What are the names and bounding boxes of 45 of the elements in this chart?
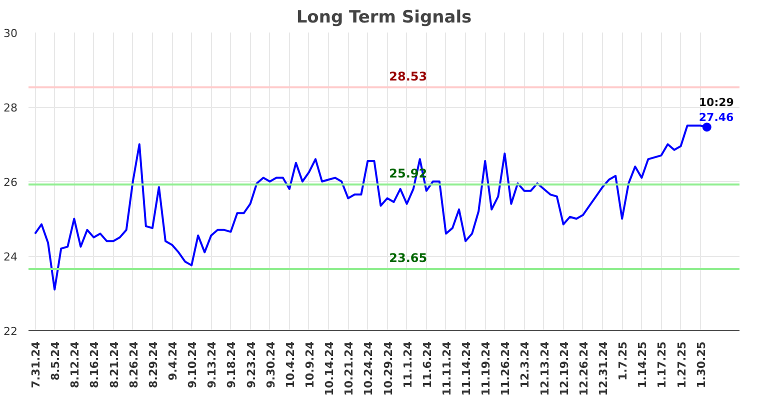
- x-tick-label: 12.31.24: [597, 341, 610, 396]
- x-tick-label: 10.9.24: [303, 341, 316, 388]
- x-tick-label: 8.29.24: [146, 341, 160, 388]
- x-tick-label: 8.12.24: [68, 341, 82, 388]
- x-tick-label: 1.14.25: [636, 341, 650, 388]
- y-tick-label: 22: [4, 325, 18, 338]
- x-tick-label: 8.5.24: [49, 341, 62, 380]
- x-tick-label: 12.19.24: [558, 341, 571, 396]
- x-tick-label: 10.29.24: [382, 341, 395, 396]
- x-tick-label: 8.21.24: [108, 341, 121, 388]
- x-tick-label: 1.27.25: [675, 341, 688, 388]
- x-tick-label: 12.3.24: [518, 341, 532, 388]
- x-tick-label: 8.26.24: [127, 341, 140, 388]
- x-tick-label: 9.23.24: [244, 341, 258, 388]
- x-tick-label: 11.26.24: [499, 341, 512, 396]
- x-tick-label: 11.14.24: [460, 341, 474, 396]
- x-tick-label: 10.14.24: [323, 341, 336, 396]
- data-label: 27.46: [698, 111, 734, 124]
- x-tick-label: 9.4.24: [166, 341, 180, 380]
- y-tick-label: 26: [4, 176, 18, 189]
- ref-line-label: 23.65: [389, 251, 428, 266]
- x-tick-label: 11.19.24: [480, 341, 493, 396]
- x-tick-label: 12.13.24: [538, 341, 552, 396]
- x-tick-label: 7.31.24: [30, 341, 43, 388]
- x-tick-label: 10.24.24: [362, 341, 376, 396]
- x-tick-label: 12.26.24: [577, 341, 590, 396]
- x-tick-label: 9.13.24: [206, 341, 219, 388]
- x-tick-label: 10.21.24: [342, 341, 356, 396]
- x-tick-label: 9.30.24: [264, 341, 278, 388]
- y-tick-label: 28: [4, 102, 18, 114]
- chart-title: Long Term Signals: [296, 8, 472, 28]
- y-tick-label: 30: [4, 27, 18, 40]
- x-tick-label: 11.11.24: [440, 341, 454, 396]
- ref-line-label: 28.53: [389, 69, 428, 84]
- x-tick-label: 11.6.24: [420, 341, 434, 388]
- x-tick-label: 8.16.24: [88, 341, 102, 388]
- annotation: 10:29: [698, 96, 734, 110]
- x-tick-label: 11.1.24: [401, 341, 414, 388]
- x-tick-label: 9.10.24: [186, 341, 200, 388]
- x-tick-label: 1.30.25: [694, 341, 708, 388]
- x-tick-label: 1.7.25: [616, 341, 630, 380]
- x-tick-label: 9.18.24: [225, 341, 238, 388]
- x-tick-label: 10.4.24: [284, 341, 297, 388]
- y-tick-label: 24: [4, 250, 18, 264]
- x-tick-label: 1.17.25: [656, 341, 669, 388]
